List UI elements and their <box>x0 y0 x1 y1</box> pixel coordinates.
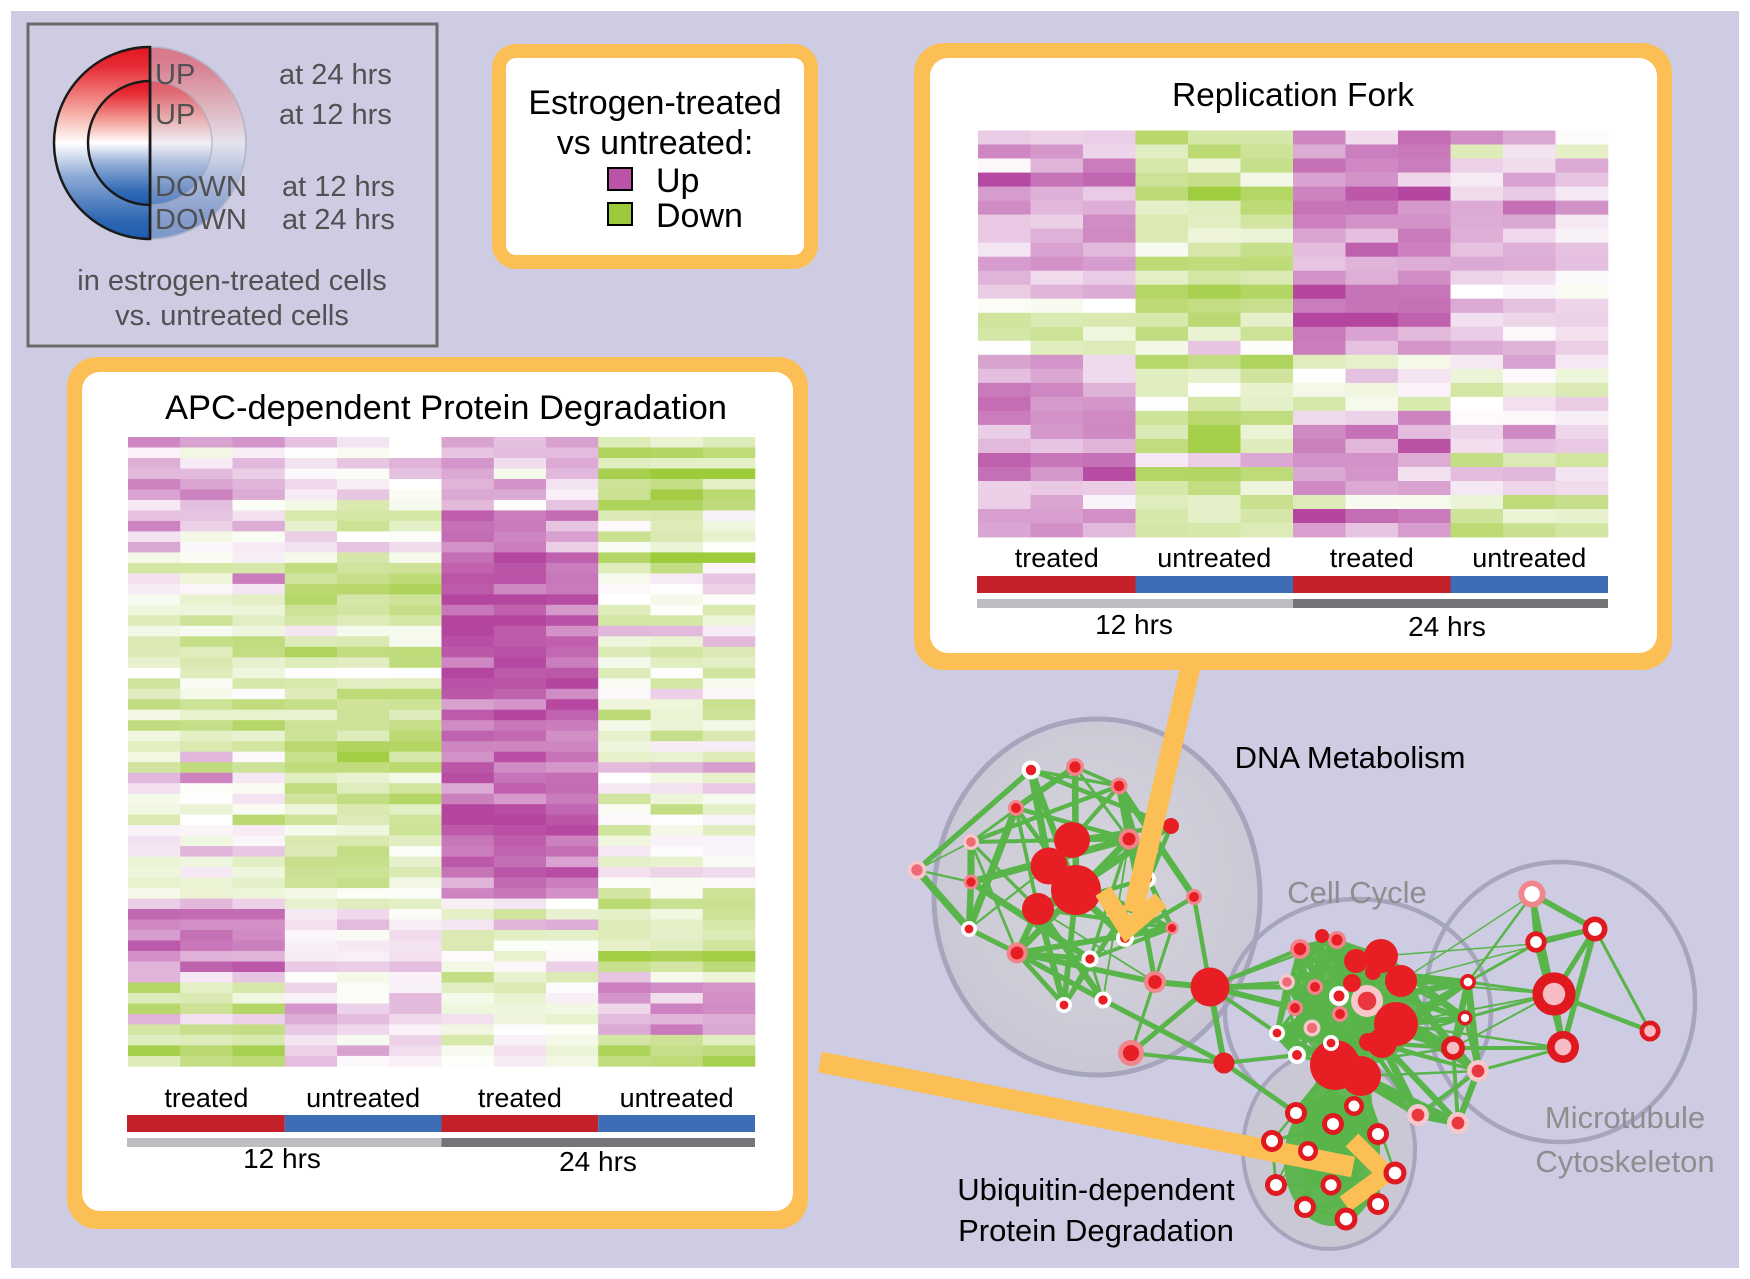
svg-text:treated: treated <box>478 1083 562 1113</box>
svg-text:UP: UP <box>155 59 195 91</box>
svg-text:vs. untreated cells: vs. untreated cells <box>115 300 349 332</box>
svg-text:24 hrs: 24 hrs <box>559 1146 637 1177</box>
svg-text:Up: Up <box>656 162 699 200</box>
svg-text:12 hrs: 12 hrs <box>243 1143 321 1174</box>
svg-text:DOWN: DOWN <box>155 171 247 203</box>
svg-text:Ubiquitin-dependent: Ubiquitin-dependent <box>957 1172 1235 1207</box>
svg-text:Protein Degradation: Protein Degradation <box>958 1213 1234 1248</box>
svg-text:APC-dependent Protein Degradat: APC-dependent Protein Degradation <box>165 389 727 427</box>
svg-text:treated: treated <box>1330 543 1414 573</box>
svg-text:DOWN: DOWN <box>155 204 247 236</box>
svg-text:untreated: untreated <box>620 1083 734 1113</box>
svg-text:at 24 hrs: at 24 hrs <box>279 59 392 91</box>
svg-text:treated: treated <box>164 1083 248 1113</box>
svg-text:treated: treated <box>1015 543 1099 573</box>
svg-text:at 12 hrs: at 12 hrs <box>282 171 395 203</box>
svg-text:Down: Down <box>656 197 743 235</box>
svg-text:Cytoskeleton: Cytoskeleton <box>1535 1144 1714 1179</box>
svg-text:untreated: untreated <box>1472 543 1586 573</box>
svg-text:in estrogen-treated cells: in estrogen-treated cells <box>77 265 387 297</box>
svg-text:12 hrs: 12 hrs <box>1095 609 1173 640</box>
svg-text:Estrogen-treated: Estrogen-treated <box>528 84 781 122</box>
svg-text:24 hrs: 24 hrs <box>1408 611 1486 642</box>
svg-text:Replication Fork: Replication Fork <box>1172 77 1414 114</box>
svg-text:DNA Metabolism: DNA Metabolism <box>1235 740 1466 775</box>
svg-text:untreated: untreated <box>1157 543 1271 573</box>
svg-text:Cell Cycle: Cell Cycle <box>1287 875 1427 910</box>
svg-text:at 12 hrs: at 12 hrs <box>279 99 392 131</box>
svg-text:untreated: untreated <box>306 1083 420 1113</box>
svg-text:at 24 hrs: at 24 hrs <box>282 204 395 236</box>
svg-text:Microtubule: Microtubule <box>1545 1100 1705 1135</box>
svg-text:UP: UP <box>155 99 195 131</box>
svg-text:vs untreated:: vs untreated: <box>557 124 754 162</box>
